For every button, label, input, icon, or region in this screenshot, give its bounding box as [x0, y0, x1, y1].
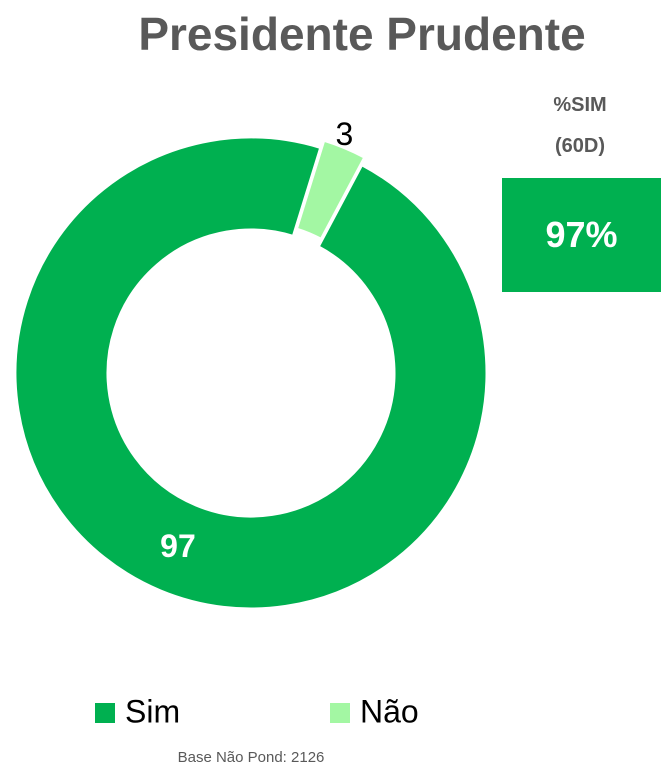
- legend-label: Sim: [125, 693, 180, 729]
- summary-value: 97%: [502, 178, 661, 292]
- chart-title: Presidente Prudente: [138, 8, 585, 60]
- legend-swatch: [95, 703, 115, 723]
- legend-label: Não: [360, 693, 419, 729]
- footer: Base Não Pond: 2126: [178, 749, 325, 766]
- slice: [13, 135, 489, 611]
- slice: [294, 138, 367, 242]
- data-label: 3: [335, 116, 353, 152]
- summary-title: %SIM (60D): [553, 94, 607, 157]
- legend-swatch: [330, 703, 350, 723]
- data-label: 97: [160, 528, 196, 564]
